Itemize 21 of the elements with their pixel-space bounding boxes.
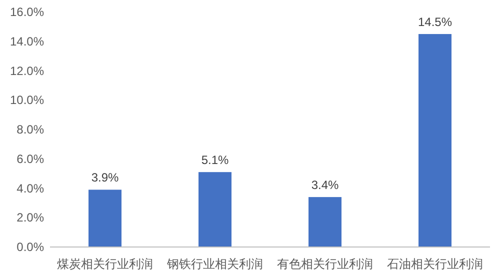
y-tick-label: 6.0% — [16, 152, 44, 166]
y-tick-label: 2.0% — [16, 210, 44, 225]
bar — [198, 172, 232, 247]
x-tick-label: 煤炭相关行业利润 — [57, 257, 153, 271]
bar — [418, 34, 452, 247]
x-tick-label: 钢铁行业相关利润 — [166, 257, 263, 271]
bar — [308, 197, 342, 247]
y-tick-label: 16.0% — [10, 5, 44, 19]
y-tick-label: 4.0% — [16, 181, 44, 196]
data-label: 5.1% — [201, 153, 229, 168]
y-tick-label: 12.0% — [10, 64, 44, 78]
data-label: 3.4% — [311, 178, 339, 192]
y-tick-label: 8.0% — [16, 122, 44, 136]
x-tick-label: 有色相关行业利润 — [277, 257, 373, 271]
y-tick-label: 10.0% — [10, 93, 44, 108]
data-label: 3.9% — [91, 170, 119, 185]
y-tick-label: 14.0% — [10, 34, 44, 48]
bar — [88, 190, 122, 247]
y-tick-label: 0.0% — [16, 240, 44, 254]
x-tick-label: 石油相关行业利润 — [387, 257, 483, 271]
data-label: 14.5% — [418, 15, 452, 30]
